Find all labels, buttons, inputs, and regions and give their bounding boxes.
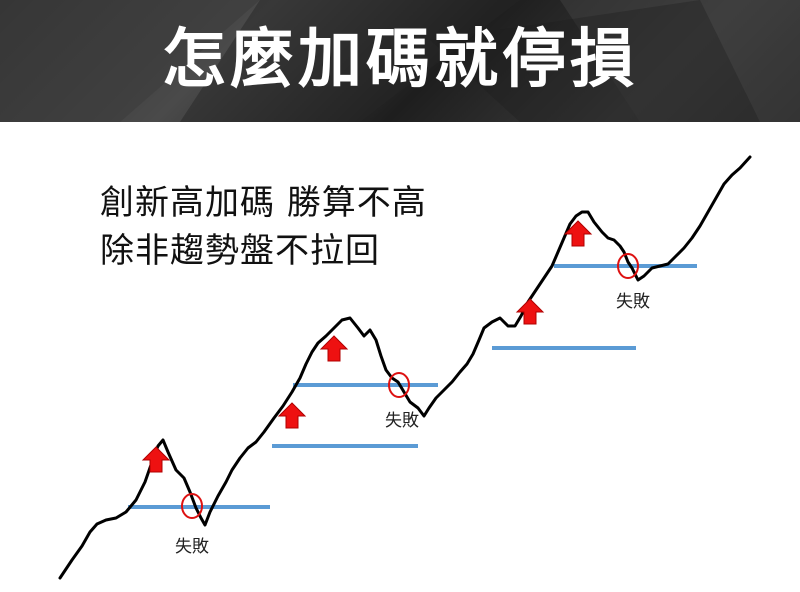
fail-label-3: 失敗 [616, 292, 650, 312]
page-title: 怎麼加碼就停損 [162, 23, 638, 97]
caption-line-2: 除非趨勢盤不拉回 [100, 231, 380, 271]
fail-circle-3 [617, 253, 639, 279]
fail-label-2: 失敗 [385, 411, 419, 431]
price-line [58, 155, 752, 580]
fail-circle-2 [388, 372, 410, 398]
title-banner: 怎麼加碼就停損 [0, 0, 800, 122]
fail-label-1: 失敗 [175, 537, 209, 557]
fail-circle-1 [181, 493, 203, 519]
add-arrow-3 [320, 335, 348, 362]
caption-line-1: 創新高加碼 勝算不高 [100, 183, 427, 223]
add-arrow-4 [516, 298, 544, 325]
add-arrow-1 [142, 446, 170, 473]
banner-texture [0, 0, 800, 122]
